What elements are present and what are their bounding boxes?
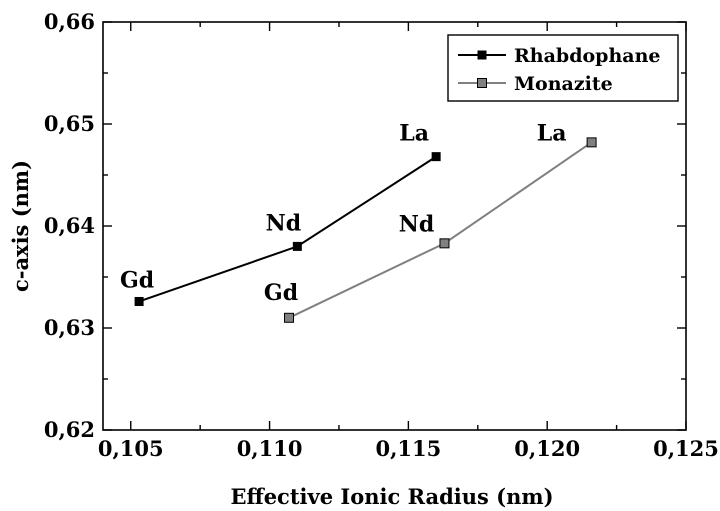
data-point-rhabdophane <box>431 152 441 162</box>
legend-swatch-marker <box>477 78 487 88</box>
legend-entry-monazite: Monazite <box>514 73 613 95</box>
y-tick-label: 0,63 <box>44 315 95 340</box>
data-point-rhabdophane <box>134 296 144 306</box>
axis-ticks: 0,105 0,110 0,115 0,120 0,125 0,62 0,63 0,64 0,6… <box>44 9 719 461</box>
legend-box <box>447 34 679 102</box>
point-label: Nd <box>399 211 435 237</box>
point-label: Gd <box>120 267 154 293</box>
point-label: Gd <box>264 280 298 306</box>
legend-entry-rhabdophane: Rhabdophane <box>514 45 660 67</box>
point-label: La <box>399 121 429 147</box>
data-point-rhabdophane <box>292 241 302 251</box>
data-point-monazite <box>439 238 450 249</box>
y-tick-label: 0,62 <box>44 417 95 442</box>
y-tick-label: 0,66 <box>44 9 95 34</box>
y-tick-label: 0,65 <box>44 111 95 136</box>
y-axis-title: c-axis (nm) <box>8 160 33 292</box>
point-label: La <box>537 120 567 146</box>
legend: Rhabdophane Monazite <box>447 34 679 102</box>
x-tick-label: 0,110 <box>237 436 303 461</box>
data-point-monazite <box>586 137 597 148</box>
data-point-monazite <box>284 312 295 323</box>
series-layer <box>134 137 597 323</box>
point-labels: Gd Nd La Gd Nd La <box>120 120 566 305</box>
series-line-monazite <box>288 141 593 319</box>
x-tick-label: 0,105 <box>98 436 164 461</box>
legend-swatch-marker <box>477 50 487 60</box>
point-label: Nd <box>266 210 302 236</box>
x-axis-title: Effective Ionic Radius (nm) <box>230 484 553 509</box>
x-tick-label: 0,115 <box>375 436 441 461</box>
x-tick-label: 0,120 <box>514 436 580 461</box>
y-tick-label: 0,64 <box>44 213 95 238</box>
x-tick-label: 0,125 <box>653 436 719 461</box>
